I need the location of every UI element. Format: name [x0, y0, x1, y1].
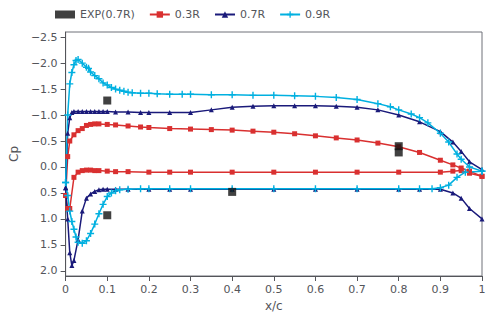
svg-text:2.0: 2.0	[40, 264, 58, 277]
svg-text:0.6: 0.6	[307, 283, 325, 296]
svg-text:0.9: 0.9	[432, 283, 450, 296]
svg-text:EXP(0.7R): EXP(0.7R)	[80, 8, 135, 21]
svg-text:−1.5: −1.5	[31, 83, 58, 96]
svg-text:1.5: 1.5	[40, 238, 58, 251]
svg-text:−2.0: −2.0	[31, 57, 58, 70]
svg-text:0.7R: 0.7R	[240, 8, 265, 21]
svg-text:−2.5: −2.5	[31, 31, 58, 44]
svg-text:Cp: Cp	[7, 146, 21, 162]
svg-text:0.0: 0.0	[40, 160, 58, 173]
svg-text:x/c: x/c	[265, 299, 283, 313]
svg-text:0.5: 0.5	[265, 283, 283, 296]
svg-text:−1.0: −1.0	[31, 109, 58, 122]
svg-text:0.1: 0.1	[98, 283, 116, 296]
svg-text:0.8: 0.8	[390, 283, 408, 296]
svg-text:0.4: 0.4	[223, 283, 241, 296]
svg-text:0.5: 0.5	[40, 186, 58, 199]
svg-text:0.3R: 0.3R	[175, 8, 200, 21]
svg-text:1: 1	[479, 283, 486, 296]
svg-text:0.3: 0.3	[182, 283, 200, 296]
svg-text:0.9R: 0.9R	[305, 8, 330, 21]
svg-text:−0.5: −0.5	[31, 135, 58, 148]
svg-text:1.0: 1.0	[40, 212, 58, 225]
svg-text:0: 0	[62, 283, 69, 296]
svg-text:0.7: 0.7	[348, 283, 366, 296]
svg-text:0.2: 0.2	[140, 283, 158, 296]
